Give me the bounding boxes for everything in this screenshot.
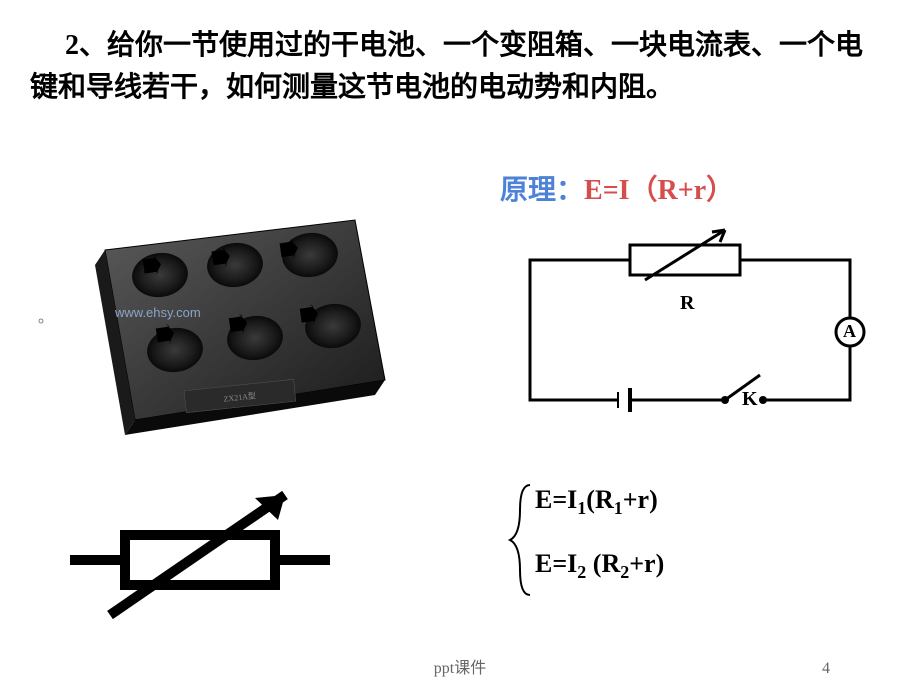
curly-bracket <box>505 480 535 600</box>
variable-resistor-symbol <box>60 470 340 630</box>
question-text: 2、给你一节使用过的干电池、一个变阻箱、一块电流表、一个电键和导线若干，如何测量… <box>30 25 890 109</box>
principle-text: 原理：E=I（R+r） <box>500 168 734 208</box>
page-number: 4 <box>822 660 830 678</box>
circuit-label-a: A <box>843 321 856 342</box>
circuit-label-k: K <box>742 388 758 411</box>
equation-2: E=I2 (R2+r) <box>535 549 664 583</box>
equation-1: E=I1(R1+r) <box>535 485 664 519</box>
equations-container: E=I1(R1+r) E=I2 (R2+r) <box>535 485 664 613</box>
footer-text: ppt课件 <box>434 654 486 678</box>
watermark-text: www.ehsy.com <box>115 305 201 320</box>
question-number: 2 <box>30 30 79 61</box>
principle-formula: E=I（R+r） <box>584 175 734 206</box>
small-circle-decoration <box>38 318 44 324</box>
principle-label: 原理： <box>500 175 584 206</box>
circuit-diagram <box>510 220 870 430</box>
circuit-label-r: R <box>680 292 694 315</box>
question-body: 、给你一节使用过的干电池、一个变阻箱、一块电流表、一个电键和导线若干，如何测量这… <box>30 30 863 103</box>
resistance-box-image: ZX21A型 <box>75 200 405 450</box>
